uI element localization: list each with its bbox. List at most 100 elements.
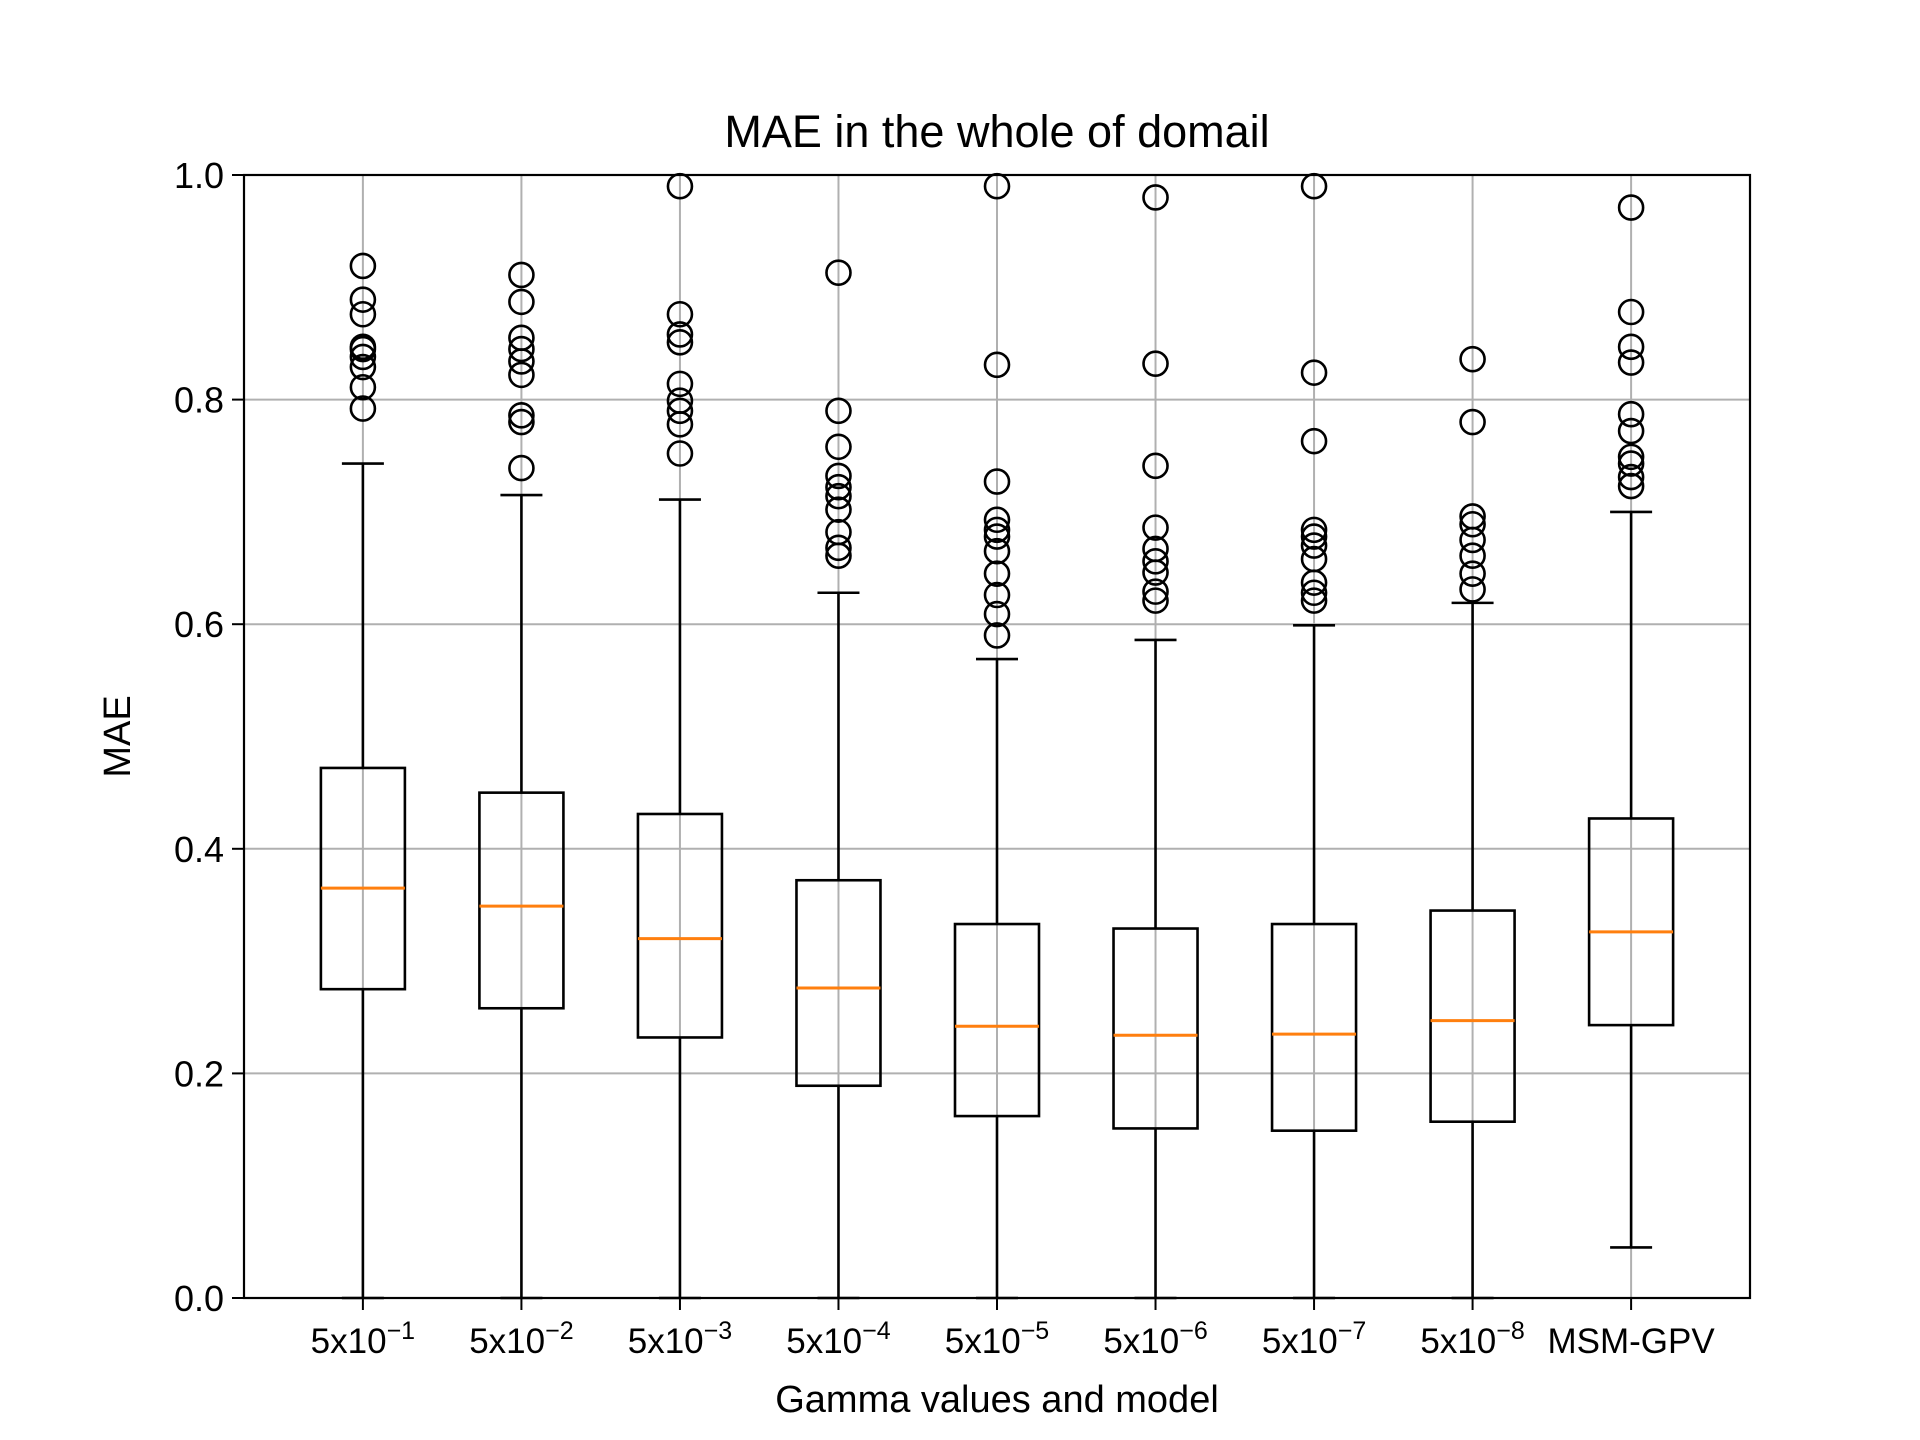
box-iqr bbox=[478, 791, 565, 1010]
boxes bbox=[319, 172, 1675, 1300]
outlier-point bbox=[983, 581, 1011, 609]
outlier-point bbox=[1459, 503, 1486, 530]
outlier-point bbox=[1300, 523, 1328, 550]
outlier-point bbox=[1617, 400, 1645, 428]
x-tick-label: MSM-GPV bbox=[1547, 1322, 1715, 1361]
box-iqr bbox=[1112, 927, 1199, 1130]
box-iqr bbox=[636, 812, 724, 1039]
outlier-point bbox=[1459, 542, 1486, 569]
outlier-point bbox=[349, 286, 377, 313]
outlier-point bbox=[349, 333, 377, 361]
outlier-point bbox=[349, 373, 377, 401]
outlier-point bbox=[983, 537, 1011, 565]
outlier-point bbox=[983, 523, 1011, 550]
outlier-point bbox=[1300, 532, 1328, 559]
outlier-point bbox=[508, 335, 535, 363]
outlier-point bbox=[1300, 427, 1328, 455]
outlier-point bbox=[1459, 576, 1486, 603]
outlier-point bbox=[983, 516, 1011, 544]
outlier-point bbox=[1617, 333, 1645, 361]
box-group bbox=[478, 261, 565, 1300]
outlier-point bbox=[508, 402, 535, 429]
outlier-point bbox=[666, 329, 694, 356]
x-tick-label: 5x10−4 bbox=[786, 1317, 891, 1361]
box-iqr bbox=[1429, 909, 1516, 1123]
box-iqr bbox=[1270, 922, 1358, 1132]
outlier-point bbox=[983, 351, 1011, 379]
y-tick-label: 0.4 bbox=[174, 829, 224, 870]
box-group bbox=[795, 259, 882, 1300]
y-tick-label: 0.0 bbox=[174, 1278, 224, 1319]
y-tick-label: 1.0 bbox=[174, 155, 224, 196]
outlier-point bbox=[1617, 472, 1645, 500]
outlier-point bbox=[1142, 184, 1169, 211]
outlier-point bbox=[825, 462, 852, 490]
outlier-point bbox=[1142, 350, 1169, 377]
box-iqr bbox=[1587, 817, 1675, 1027]
box-iqr bbox=[319, 766, 407, 991]
outlier-point bbox=[1617, 463, 1645, 491]
outlier-point bbox=[1142, 587, 1169, 614]
ticks: 0.0 0.2 0.4 0.6 0.8 1.0 5x10−1 5x10−2 5x10−3 5x10… bbox=[174, 155, 1715, 1361]
outlier-point bbox=[1300, 579, 1328, 607]
outlier-point bbox=[1459, 510, 1486, 538]
outlier-point bbox=[825, 397, 852, 425]
outlier-point bbox=[508, 288, 535, 316]
outlier-point bbox=[825, 496, 852, 523]
y-axis-label: MAE bbox=[97, 695, 139, 777]
x-tick-label: 5x10−2 bbox=[469, 1317, 573, 1361]
outlier-point bbox=[1459, 408, 1486, 436]
outlier-point bbox=[1300, 516, 1328, 544]
box-group bbox=[636, 172, 724, 1300]
outlier-point bbox=[1617, 417, 1645, 445]
x-tick-label: 5x10−5 bbox=[945, 1317, 1049, 1361]
outlier-point bbox=[349, 353, 377, 381]
x-axis-label: Gamma values and model bbox=[775, 1379, 1219, 1421]
outlier-point bbox=[349, 343, 377, 371]
outlier-point bbox=[349, 300, 377, 328]
box-iqr bbox=[953, 922, 1041, 1118]
outlier-point bbox=[983, 468, 1011, 495]
outlier-point bbox=[508, 408, 535, 436]
outlier-point bbox=[1617, 443, 1645, 471]
x-tick-label: 5x10−6 bbox=[1103, 1317, 1207, 1361]
outlier-point bbox=[666, 370, 694, 398]
outlier-point bbox=[1617, 450, 1645, 477]
box-group bbox=[1587, 194, 1675, 1249]
y-tick-label: 0.2 bbox=[174, 1053, 224, 1094]
outlier-point bbox=[1300, 545, 1328, 573]
outlier-point bbox=[1142, 535, 1169, 563]
outlier-point bbox=[983, 600, 1011, 628]
outlier-point bbox=[825, 259, 852, 287]
chart-title: MAE in the whole of domail bbox=[724, 106, 1269, 157]
outlier-point bbox=[1617, 349, 1645, 376]
outlier-point bbox=[666, 440, 694, 467]
outlier-point bbox=[825, 482, 852, 510]
outlier-point bbox=[508, 361, 535, 389]
outlier-point bbox=[349, 252, 377, 280]
outlier-point bbox=[983, 560, 1011, 587]
outlier-point bbox=[1617, 194, 1645, 221]
outlier-point bbox=[349, 395, 377, 422]
outlier-point bbox=[1300, 359, 1328, 386]
outlier-point bbox=[1142, 452, 1169, 480]
outlier-point bbox=[508, 324, 535, 352]
y-tick-label: 0.6 bbox=[174, 604, 224, 645]
outlier-point bbox=[508, 454, 535, 482]
outlier-point bbox=[666, 300, 694, 328]
outlier-point bbox=[1459, 345, 1486, 373]
outlier-point bbox=[1142, 578, 1169, 605]
outlier-point bbox=[983, 506, 1011, 534]
box-group bbox=[953, 172, 1041, 1300]
outlier-point bbox=[666, 387, 694, 415]
outlier-point bbox=[1617, 298, 1645, 326]
outlier-point bbox=[983, 622, 1011, 649]
x-tick-label: 5x10−7 bbox=[1262, 1317, 1366, 1361]
outlier-point bbox=[1459, 560, 1486, 587]
outlier-point bbox=[825, 534, 852, 562]
box-group bbox=[319, 252, 407, 1300]
outlier-point bbox=[666, 321, 694, 348]
outlier-point bbox=[1142, 514, 1169, 541]
outlier-point bbox=[825, 473, 852, 501]
y-tick-label: 0.8 bbox=[174, 380, 224, 421]
